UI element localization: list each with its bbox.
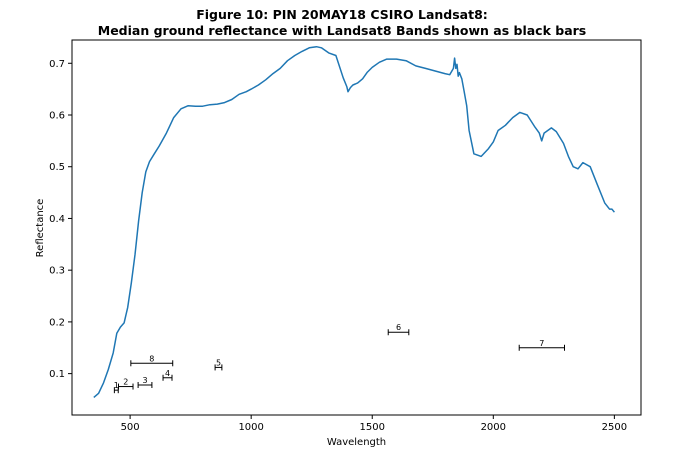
band-bar-7: 7 (518, 339, 565, 351)
axis-ticks: 500 1000 1500 2000 2500 0.1 0.2 0.3 0.4 0.5 0.6 0.7 (49, 59, 627, 433)
reflectance-line-0 (93, 45, 615, 398)
band-bar-2: 2 (117, 378, 134, 390)
y-tick-label: 0.5 (49, 162, 65, 173)
band-bar-4: 4 (162, 369, 173, 381)
band-label-6: 6 (396, 323, 401, 332)
band-bar-6: 6 (387, 323, 410, 336)
y-tick-label: 0.4 (49, 214, 65, 225)
chart-title-line1: Figure 10: PIN 20MAY18 CSIRO Landsat8: (196, 7, 488, 22)
band-label-8: 8 (149, 354, 154, 363)
x-tick-label: 1500 (360, 422, 385, 433)
y-tick-label: 0.3 (49, 266, 65, 277)
x-tick-label: 2500 (602, 422, 627, 433)
x-tick-label: 500 (121, 422, 140, 433)
plot-marks: 1 2 3 4 5 6 7 8 (93, 45, 615, 398)
band-bar-8: 8 (130, 354, 174, 367)
chart-title-line2: Median ground reflectance with Landsat8 … (98, 23, 586, 38)
x-tick-label: 1000 (238, 422, 263, 433)
y-tick-label: 0.6 (49, 111, 65, 122)
y-axis-label: Reflectance (35, 199, 46, 258)
x-axis-label: Wavelength (327, 437, 386, 448)
y-tick-label: 0.1 (49, 369, 65, 380)
band-label-3: 3 (142, 376, 147, 385)
y-tick-label: 0.2 (49, 317, 65, 328)
y-tick-label: 0.7 (49, 59, 65, 70)
band-label-4: 4 (165, 369, 170, 378)
band-label-5: 5 (216, 358, 221, 367)
band-bar-5: 5 (214, 358, 223, 371)
band-label-2: 2 (123, 378, 128, 387)
band-label-7: 7 (539, 339, 544, 348)
plot-frame (71, 39, 642, 416)
band-bar-3: 3 (137, 376, 153, 388)
x-tick-label: 2000 (481, 422, 506, 433)
band-label-1: 1 (114, 381, 119, 390)
